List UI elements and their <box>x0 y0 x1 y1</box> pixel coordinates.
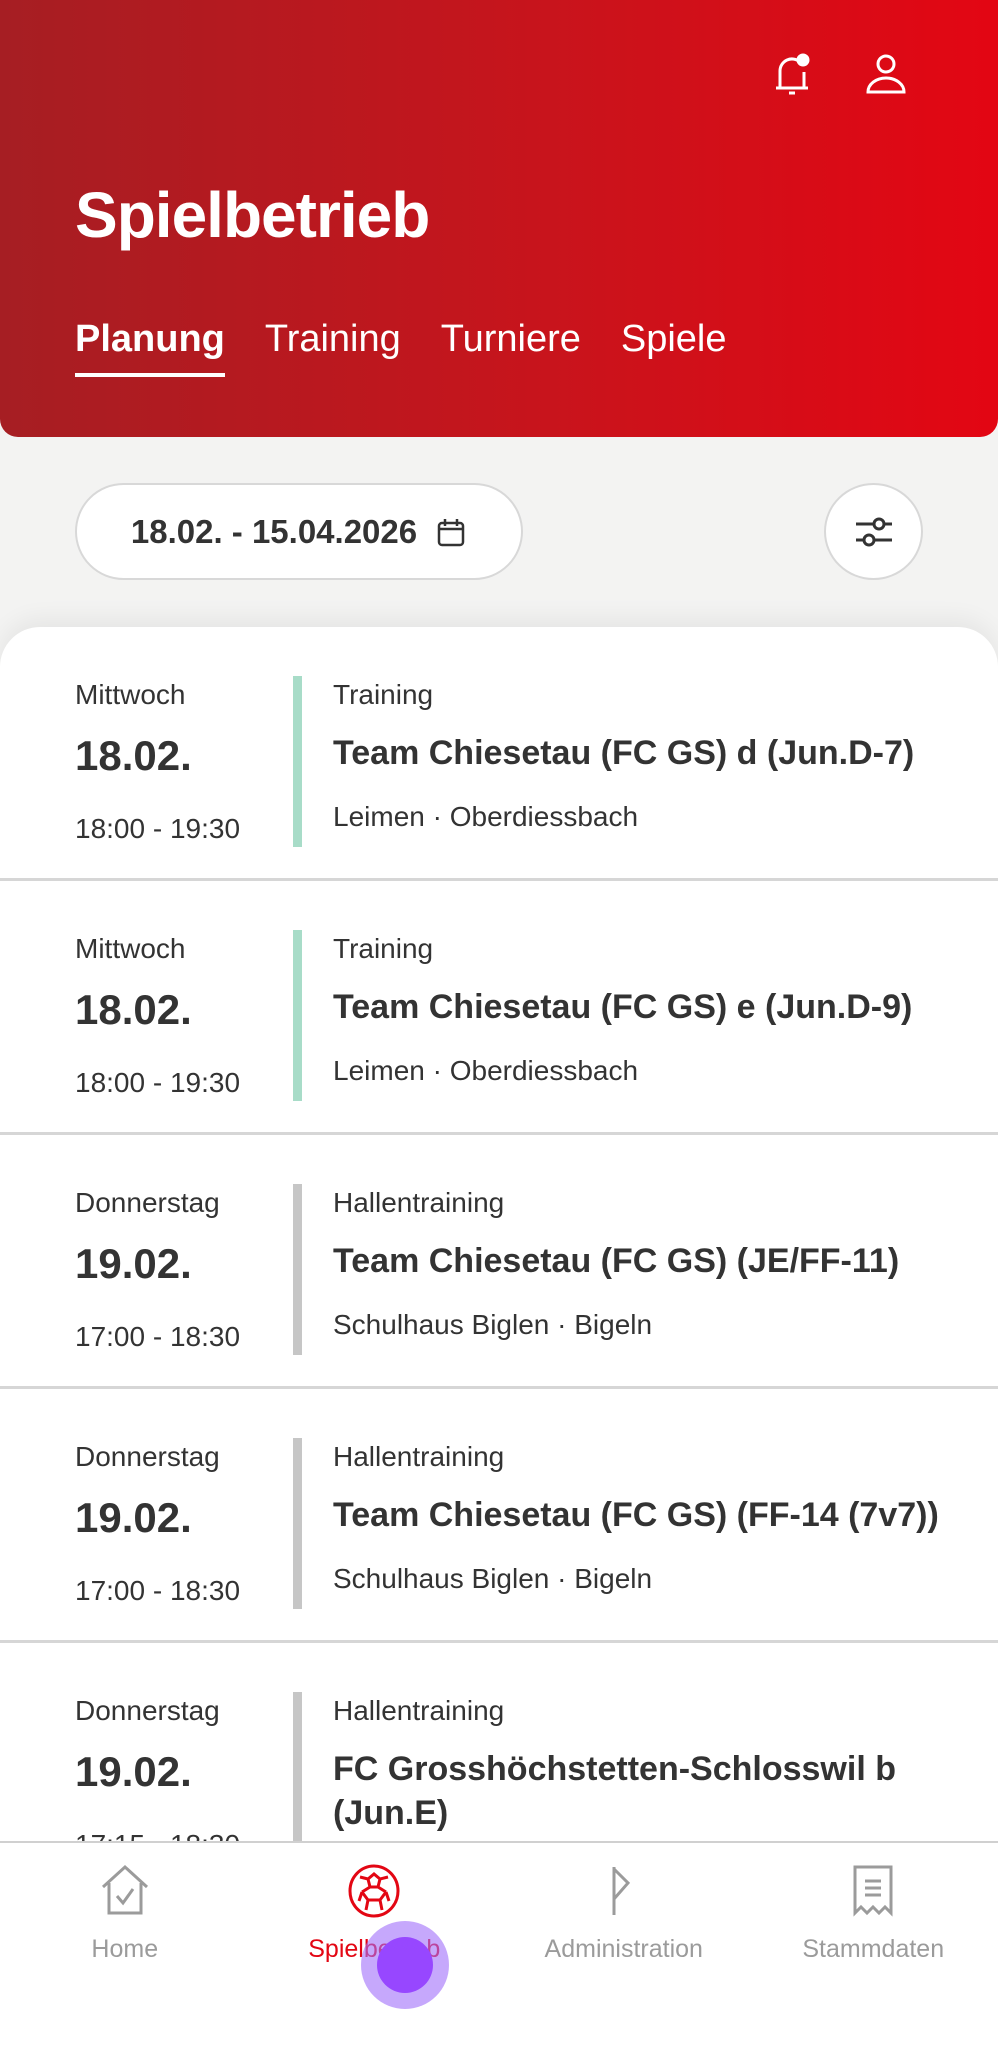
flag-icon <box>612 1867 630 1915</box>
event-type: Training <box>333 933 434 964</box>
touch-indicator <box>361 1921 449 2009</box>
event-type: Hallentraining <box>333 1695 505 1726</box>
event-type: Hallentraining <box>333 1441 505 1472</box>
filter-button[interactable] <box>824 483 923 580</box>
event-team: Team Chiesetau (FC GS) d (Jun.D-7) <box>333 734 915 772</box>
tab-training[interactable]: Training <box>264 318 401 360</box>
event-location: Leimen · Oberdiessbach <box>333 801 639 832</box>
event-row[interactable]: Donnerstag 19.02. 17:00 - 18:30 Hallentrain… <box>0 1135 998 1389</box>
date-range-button[interactable]: 18.02. - 15.04.2026 <box>75 483 523 580</box>
tab-spiele[interactable]: Spiele <box>620 318 727 360</box>
event-date: 18.02. <box>75 986 192 1033</box>
event-date: 18.02. <box>75 732 192 779</box>
nav-administration[interactable]: Administration <box>499 1843 749 2048</box>
nav-label: Administration <box>544 1935 703 1963</box>
date-range-label: 18.02. - 15.04.2026 <box>130 512 418 550</box>
event-location: Leimen · Oberdiessbach <box>333 1055 639 1086</box>
event-time: 17:15 - 18:30 <box>75 1829 240 1841</box>
user-icon[interactable] <box>858 46 914 102</box>
event-day: Mittwoch <box>75 933 186 964</box>
tab-bar: Planung Training Turniere Spiele <box>75 318 727 377</box>
bottom-navigation: Home Spielbetrieb Administration Stammda… <box>0 1841 998 2048</box>
event-type-bar <box>293 930 302 1101</box>
event-day: Donnerstag <box>75 1187 220 1218</box>
event-day: Mittwoch <box>75 679 186 710</box>
event-row[interactable]: Donnerstag 19.02. 17:00 - 18:30 Hallentrain… <box>0 1389 998 1643</box>
event-time: 17:00 - 18:30 <box>75 1321 241 1352</box>
bell-icon[interactable] <box>764 46 820 102</box>
event-type-bar <box>293 676 302 847</box>
event-time: 18:00 - 19:30 <box>75 813 241 844</box>
event-date: 19.02. <box>75 1748 192 1795</box>
event-team: Team Chiesetau (FC GS) (JE/FF-11) <box>333 1242 900 1280</box>
event-type: Training <box>333 679 434 710</box>
event-team: Team Chiesetau (FC GS) (FF-14 (7v7)) <box>333 1496 939 1534</box>
event-time: 18:00 - 19:30 <box>75 1067 241 1098</box>
event-date: 19.02. <box>75 1240 192 1287</box>
event-type-bar <box>293 1692 302 1841</box>
receipt-icon <box>853 1865 893 1917</box>
event-row[interactable]: Mittwoch 18.02. 18:00 - 19:30 Training Team … <box>0 627 998 881</box>
sliders-icon <box>855 517 892 546</box>
nav-label: Home <box>91 1935 159 1963</box>
event-time: 17:00 - 18:30 <box>75 1575 241 1606</box>
tab-turniere[interactable]: Turniere <box>440 318 581 360</box>
nav-stammdaten[interactable]: Stammdaten <box>749 1843 998 2048</box>
event-team: Team Chiesetau (FC GS) e (Jun.D-9) <box>333 988 913 1026</box>
event-type-bar <box>293 1438 302 1609</box>
event-type: Hallentraining <box>333 1187 505 1218</box>
event-type-bar <box>293 1184 302 1355</box>
event-row[interactable]: Donnerstag 19.02. 17:15 - 18:30 Hallentrain… <box>0 1643 998 1841</box>
tab-planung[interactable]: Planung <box>75 318 225 377</box>
event-date: 19.02. <box>75 1494 192 1541</box>
event-location: Schulhaus Biglen · Bigeln <box>333 1309 653 1340</box>
calendar-icon <box>437 518 465 546</box>
event-day: Donnerstag <box>75 1441 220 1472</box>
event-list: Mittwoch 18.02. 18:00 - 19:30 Training Team … <box>0 627 998 1841</box>
nav-label: Stammdaten <box>802 1935 945 1963</box>
nav-home[interactable]: Home <box>0 1843 250 2048</box>
event-row[interactable]: Mittwoch 18.02. 18:00 - 19:30 Training Team … <box>0 881 998 1135</box>
event-location: Schulhaus Biglen · Bigeln <box>333 1563 653 1594</box>
page-title: Spielbetrieb <box>75 179 430 251</box>
home-check-icon <box>101 1864 148 1915</box>
football-icon <box>348 1864 400 1918</box>
header: Spielbetrieb Planung Training Turniere S… <box>0 0 998 437</box>
event-day: Donnerstag <box>75 1695 220 1726</box>
event-team: FC Grosshöchstetten-Schlosswil b (Jun.E) <box>333 1750 896 1832</box>
